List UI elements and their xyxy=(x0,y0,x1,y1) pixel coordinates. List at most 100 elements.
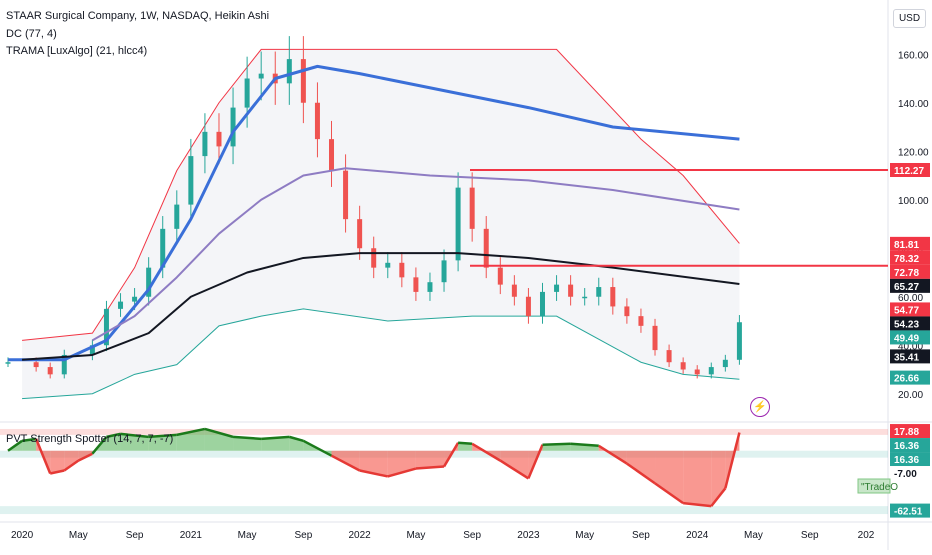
candle-body[interactable] xyxy=(638,316,644,326)
candle-body[interactable] xyxy=(132,296,138,302)
osc-negative-area xyxy=(626,450,656,484)
time-axis-tick: 2024 xyxy=(686,530,709,541)
candle-body[interactable] xyxy=(47,367,53,375)
osc-positive-area xyxy=(261,436,290,451)
osc-positive-area xyxy=(204,428,234,451)
osc-line-segment xyxy=(120,432,149,439)
candle-body[interactable] xyxy=(160,228,166,268)
candle-body[interactable] xyxy=(216,131,222,147)
candle-body[interactable] xyxy=(568,284,574,297)
candle-body[interactable] xyxy=(525,296,531,317)
candle-body[interactable] xyxy=(371,248,377,268)
candle-body[interactable] xyxy=(146,267,152,297)
candle-body[interactable] xyxy=(118,301,124,309)
candle-body[interactable] xyxy=(708,367,714,375)
osc-label[interactable]: -7.00 xyxy=(894,469,917,480)
candle-body[interactable] xyxy=(736,322,742,360)
osc-line-segment xyxy=(724,432,741,489)
candle-body[interactable] xyxy=(399,262,405,278)
candle-body[interactable] xyxy=(202,131,208,157)
price-label[interactable]: 112.27 xyxy=(894,166,924,177)
price-axis-tick: 120.00 xyxy=(898,147,929,158)
candle-body[interactable] xyxy=(244,78,250,108)
candle-body[interactable] xyxy=(511,284,517,297)
candle-body[interactable] xyxy=(174,204,180,229)
osc-line-segment xyxy=(330,454,361,472)
candle-body[interactable] xyxy=(314,102,320,140)
candle-body[interactable] xyxy=(33,362,39,368)
candle-body[interactable] xyxy=(427,282,433,292)
candle-body[interactable] xyxy=(343,170,349,220)
candle-body[interactable] xyxy=(469,187,475,229)
price-label[interactable]: 54.77 xyxy=(894,305,919,316)
candle-body[interactable] xyxy=(497,267,503,285)
lightning-icon[interactable]: ⚡ xyxy=(750,397,770,417)
candle-body[interactable] xyxy=(103,308,109,346)
candle-body[interactable] xyxy=(652,325,658,351)
osc-negative-area xyxy=(359,450,388,477)
oscillator-label[interactable]: PVT Strength Spotter (14, 7, 7, -7) xyxy=(6,433,174,445)
candle-body[interactable] xyxy=(680,362,686,370)
candle-body[interactable] xyxy=(722,359,728,368)
osc-line-segment xyxy=(359,469,389,478)
candle-body[interactable] xyxy=(582,296,588,299)
tradeo-tag[interactable]: "TradeO xyxy=(861,482,898,493)
candle-body[interactable] xyxy=(483,228,489,268)
osc-positive-area xyxy=(106,433,121,451)
osc-line-segment xyxy=(415,465,445,470)
candle-body[interactable] xyxy=(413,277,419,292)
candle-body[interactable] xyxy=(666,350,672,363)
time-axis-tick: May xyxy=(69,530,88,541)
symbol-title[interactable]: STAAR Surgical Company, 1W, NASDAQ, Heik… xyxy=(6,10,270,22)
price-label-bg xyxy=(890,349,930,364)
candle-body[interactable] xyxy=(455,187,461,261)
osc-label[interactable]: 16.36 xyxy=(894,455,919,466)
osc-label[interactable]: 16.36 xyxy=(894,441,919,452)
price-axis-tick: 60.00 xyxy=(898,293,923,304)
osc-line-segment xyxy=(261,435,290,441)
price-label-bg xyxy=(890,278,930,293)
osc-line-segment xyxy=(542,442,571,447)
price-label[interactable]: 78.32 xyxy=(894,254,919,265)
currency-button[interactable]: USD xyxy=(893,9,926,28)
trama-indicator-label[interactable]: TRAMA [LuxAlgo] (21, hlcc4) xyxy=(6,45,148,57)
candle-body[interactable] xyxy=(89,345,95,355)
candle-body[interactable] xyxy=(230,107,236,147)
candle-body[interactable] xyxy=(441,260,447,283)
osc-line-segment xyxy=(7,439,23,452)
osc-line-segment xyxy=(106,432,121,439)
dc-indicator-label[interactable]: DC (77, 4) xyxy=(6,28,57,40)
candle-body[interactable] xyxy=(539,291,545,317)
candle-body[interactable] xyxy=(554,284,560,292)
candle-body[interactable] xyxy=(357,219,363,249)
osc-line-segment xyxy=(77,452,93,462)
price-label[interactable]: 35.41 xyxy=(894,352,919,363)
donchian-lower-line xyxy=(22,308,740,400)
price-label[interactable]: 81.81 xyxy=(894,240,919,251)
candle-body[interactable] xyxy=(694,369,700,375)
price-label[interactable]: 72.78 xyxy=(894,268,919,279)
candle-body[interactable] xyxy=(624,306,630,317)
candle-body[interactable] xyxy=(258,73,264,79)
dc-mid-line xyxy=(21,252,740,361)
price-label[interactable]: 49.49 xyxy=(894,333,919,344)
osc-label-bg xyxy=(890,452,930,467)
price-label[interactable]: 54.23 xyxy=(894,319,919,330)
price-label[interactable]: 65.27 xyxy=(894,282,919,293)
candle-body[interactable] xyxy=(286,59,292,84)
osc-line-segment xyxy=(442,442,460,468)
candle-body[interactable] xyxy=(385,262,391,268)
price-label[interactable]: 26.66 xyxy=(894,374,919,385)
candle-body[interactable] xyxy=(5,362,11,364)
osc-label[interactable]: -62.51 xyxy=(894,507,923,518)
osc-label[interactable]: 17.88 xyxy=(894,427,919,438)
candle-body[interactable] xyxy=(61,354,67,375)
osc-line-segment xyxy=(148,433,177,439)
candle-body[interactable] xyxy=(329,139,335,171)
candle-body[interactable] xyxy=(188,156,194,205)
candle-body[interactable] xyxy=(300,59,306,103)
candle-body[interactable] xyxy=(596,287,602,297)
candle-body[interactable] xyxy=(610,287,616,307)
